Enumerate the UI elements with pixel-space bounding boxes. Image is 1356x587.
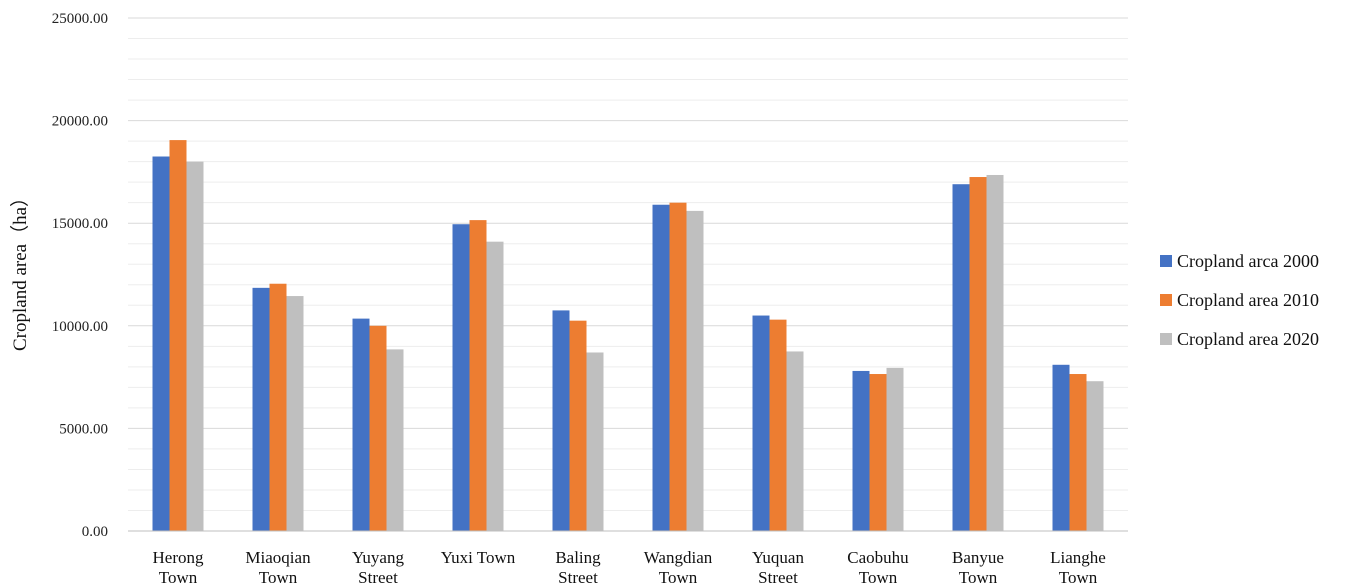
x-category-label-line: Town [959, 568, 998, 587]
x-category-label-line: Yuquan [752, 548, 804, 567]
bar [886, 367, 904, 531]
x-category-label: Yuyang Street [352, 548, 404, 587]
x-category-label-line: Town [859, 568, 898, 587]
bar [452, 224, 470, 531]
bar [1069, 374, 1087, 531]
y-tick-label: 5000.00 [59, 421, 108, 437]
x-category-label-line: Town [159, 568, 198, 587]
bar [869, 374, 887, 531]
y-tick-label: 20000.00 [52, 114, 108, 130]
y-tick-label: 0.00 [82, 524, 108, 540]
x-category-label: Lianghe Town [1050, 548, 1106, 587]
y-tick-label: 10000.00 [52, 319, 108, 335]
bar [152, 156, 170, 531]
bar [286, 296, 304, 531]
x-category-label-line: Baling [555, 548, 601, 567]
bar [686, 210, 704, 531]
bar [352, 318, 370, 531]
legend: Cropland arca 2000 Cropland area 2010 Crop… [1160, 251, 1319, 349]
bar [1086, 381, 1104, 531]
x-category-label: Banyue Town [952, 548, 1004, 587]
bar [786, 351, 804, 531]
x-category-label: Baling Street [555, 548, 601, 587]
bar [252, 287, 270, 531]
x-category-label-line: Banyue [952, 548, 1004, 567]
x-category-label-line: Town [659, 568, 698, 587]
bar [386, 349, 404, 531]
legend-swatch [1160, 255, 1172, 267]
bar [369, 325, 387, 531]
x-category-label-line: Yuxi Town [441, 548, 516, 567]
x-category-label-line: Herong [153, 548, 204, 567]
x-category-label: Yuxi Town [441, 548, 516, 567]
x-category-label-line: Town [1059, 568, 1098, 587]
y-tick-labels: 0.00 5000.00 10000.00 15000.00 20000.00 25000… [52, 11, 108, 540]
x-category-label: Herong Town [153, 548, 204, 587]
y-axis-title: Cropland area（ha） [9, 188, 31, 351]
x-category-label-line: Miaoqian [245, 548, 311, 567]
x-category-label: Caobuhu Town [847, 548, 909, 587]
bar [486, 241, 504, 531]
bar [552, 310, 570, 531]
x-category-label-line: Town [259, 568, 298, 587]
x-category-label: Miaoqian Town [245, 548, 311, 587]
bar [669, 202, 687, 531]
y-tick-label: 25000.00 [52, 11, 108, 27]
bar [586, 352, 604, 531]
bar [752, 315, 770, 531]
bar [952, 184, 970, 531]
y-tick-label: 15000.00 [52, 216, 108, 232]
bar [469, 220, 487, 531]
x-category-label-line: Street [758, 568, 798, 587]
bars [152, 140, 1104, 531]
x-category-label: Yuquan Street [752, 548, 804, 587]
bar [269, 283, 287, 531]
x-category-label-line: Street [358, 568, 398, 587]
bar [569, 320, 587, 531]
bar [652, 204, 670, 531]
bar [769, 319, 787, 531]
x-category-label-line: Street [558, 568, 598, 587]
x-category-label-line: Caobuhu [847, 548, 909, 567]
legend-label: Cropland area 2010 [1177, 290, 1319, 310]
bar [169, 140, 187, 531]
bar [1052, 364, 1070, 531]
legend-label: Cropland area 2020 [1177, 329, 1319, 349]
x-category-label-line: Lianghe [1050, 548, 1106, 567]
bar [186, 161, 204, 531]
bar [986, 174, 1004, 531]
legend-swatch [1160, 333, 1172, 345]
x-category-label: Wangdian Town [644, 548, 713, 587]
x-category-label-line: Wangdian [644, 548, 713, 567]
bar [969, 177, 987, 531]
legend-label: Cropland arca 2000 [1177, 251, 1319, 271]
x-category-label-line: Yuyang [352, 548, 404, 567]
legend-swatch [1160, 294, 1172, 306]
bar [852, 370, 870, 531]
